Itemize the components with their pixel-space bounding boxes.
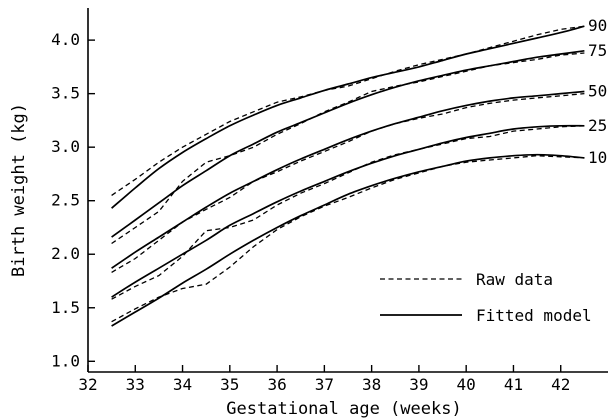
x-tick-label: 38: [362, 375, 381, 394]
x-tick-label: 42: [551, 375, 570, 394]
x-tick-label: 35: [220, 375, 239, 394]
legend-raw-label: Raw data: [476, 270, 553, 289]
y-tick-label: 2.0: [51, 244, 80, 263]
percentile-curves: [111, 25, 585, 327]
y-tick-label: 1.5: [51, 298, 80, 317]
x-tick-label: 33: [126, 375, 145, 394]
raw-curve-25: [111, 125, 585, 300]
y-tick-label: 2.5: [51, 191, 80, 210]
fitted-curve-10: [111, 153, 585, 327]
fitted-curve-50: [111, 90, 585, 269]
percentile-label-75: 75: [588, 41, 607, 60]
x-tick-label: 37: [315, 375, 334, 394]
axes: 1.0 1.5 2.0 2.5 3.0 3.5 4.0 32 33 34 35 36 37 38 39 40 4…: [51, 8, 608, 394]
percentile-label-25: 25: [588, 116, 607, 135]
percentile-label-10: 10: [588, 148, 607, 167]
x-tick-label: 34: [173, 375, 192, 394]
x-tick-label: 40: [457, 375, 476, 394]
x-tick-label: 39: [409, 375, 428, 394]
raw-curve-75: [111, 52, 585, 245]
x-axis-title: Gestational age (weeks): [226, 399, 461, 419]
x-tick-label: 32: [78, 375, 97, 394]
x-tick-label: 41: [504, 375, 523, 394]
raw-curve-50: [111, 92, 585, 273]
legend-fitted-label: Fitted model: [476, 306, 592, 325]
percentile-label-90: 90: [588, 16, 607, 35]
y-axis-title: Birth weight (kg): [9, 103, 29, 277]
fitted-curve-25: [111, 124, 585, 298]
y-tick-label: 3.0: [51, 137, 80, 156]
y-tick-label: 1.0: [51, 351, 80, 370]
legend: Raw data Fitted model: [380, 270, 592, 325]
percentile-label-50: 50: [588, 82, 607, 101]
fitted-curve-75: [111, 49, 585, 238]
raw-curve-10: [111, 155, 585, 323]
percentile-labels: 10 25 50 75 90: [588, 16, 607, 167]
y-tick-label: 4.0: [51, 30, 80, 49]
x-tick-label: 36: [267, 375, 286, 394]
fitted-curve-90: [111, 25, 585, 209]
raw-curve-90: [111, 25, 585, 196]
y-tick-label: 3.5: [51, 84, 80, 103]
